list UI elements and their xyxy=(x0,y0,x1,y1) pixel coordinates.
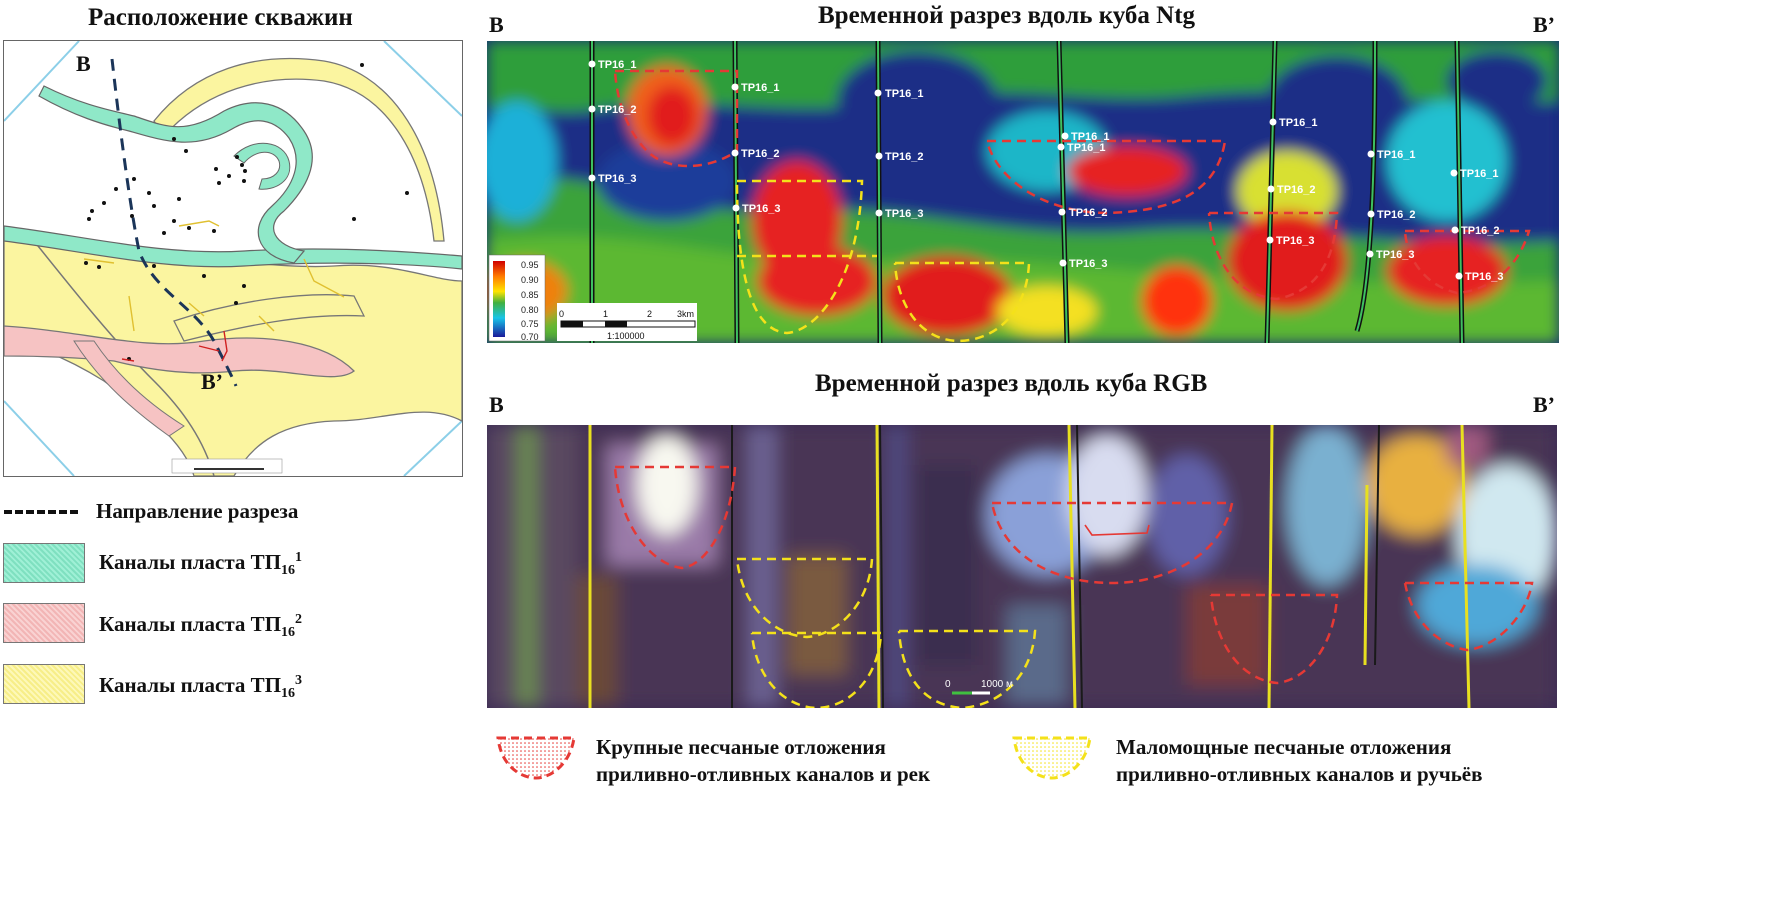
well2-marker-2: TP16_2 xyxy=(741,148,780,160)
ntg-right-label: B’ xyxy=(1533,12,1555,37)
well1-marker-3: TP16_3 xyxy=(598,173,637,185)
map-canvas xyxy=(4,41,462,476)
ntg-left-label: B xyxy=(489,12,504,37)
well7-marker-2: TP16_2 xyxy=(1461,225,1500,237)
colorbar-tick-3: 0.80 xyxy=(521,305,539,315)
rgb-left-label: B xyxy=(489,392,504,417)
scalebar-tick-0: 0 xyxy=(559,309,564,319)
well5-marker-2: TP16_2 xyxy=(1277,184,1316,196)
colorbar-tick-0: 0.95 xyxy=(521,260,539,270)
well7-marker-3: TP16_3 xyxy=(1465,271,1504,283)
thin-sand-bodies-label: Маломощные песчаные отложения приливно-от… xyxy=(1116,735,1483,786)
well3-marker-2: TP16_2 xyxy=(885,151,924,163)
well4-marker-1b: TP16_1 xyxy=(1067,142,1106,154)
scalebar-tick-1: 1 xyxy=(603,309,608,319)
colorbar-tick-5: 0.70 xyxy=(521,332,539,342)
well3-marker-1: TP16_1 xyxy=(885,88,924,100)
map-title: Расположение скважин xyxy=(88,4,353,31)
legend-direction-label: Направление разреза xyxy=(96,499,299,523)
well6-marker-1: TP16_1 xyxy=(1377,149,1416,161)
legend-swatch-tp16-1 xyxy=(3,543,85,583)
ntg-section-panel: TP16_1 TP16_2 TP16_3 TP16_1 TP16_2 TP16_… xyxy=(487,41,1559,343)
rgb-section-canvas: 0 1000 м xyxy=(487,425,1557,708)
well5-marker-1: TP16_1 xyxy=(1279,117,1318,129)
well6-marker-2: TP16_2 xyxy=(1377,209,1416,221)
legend-item-tp16-2: Каналы пласта ТП162 xyxy=(99,612,303,641)
colorbar-tick-1: 0.90 xyxy=(521,275,539,285)
map-label-start: B xyxy=(76,51,91,76)
legend-swatch-tp16-3 xyxy=(3,664,85,704)
colorbar-tick-2: 0.85 xyxy=(521,290,539,300)
well2-marker-1: TP16_1 xyxy=(741,82,780,94)
rgb-scalebar-tick-1: 1000 м xyxy=(981,679,1013,690)
thin-sand-bodies-icon xyxy=(1012,736,1092,780)
legend-swatch-tp16-2 xyxy=(3,603,85,643)
large-sand-bodies-label: Крупные песчаные отложения приливно-отлив… xyxy=(596,735,931,786)
well1-marker-2: TP16_2 xyxy=(598,104,637,116)
rgb-section-title: Временной разрез вдоль куба RGB xyxy=(815,370,1208,397)
well-location-map: B B’ xyxy=(3,40,463,477)
well1-marker-1: TP16_1 xyxy=(598,59,637,71)
rgb-right-label: B’ xyxy=(1533,392,1555,417)
well6-marker-3: TP16_3 xyxy=(1376,249,1415,261)
scalebar-tick-3: 3km xyxy=(677,309,694,319)
ntg-section-title: Временной разрез вдоль куба Ntg xyxy=(818,2,1196,29)
legend-item-tp16-3: Каналы пласта ТП163 xyxy=(99,673,303,702)
well4-marker-1a: TP16_1 xyxy=(1071,131,1110,143)
map-label-end: B’ xyxy=(201,369,223,394)
rgb-section-panel: 0 1000 м xyxy=(487,425,1557,708)
large-sand-bodies-icon xyxy=(496,736,576,780)
scalebar-tick-2: 2 xyxy=(647,309,652,319)
ntg-section-canvas: TP16_1 TP16_2 TP16_3 TP16_1 TP16_2 TP16_… xyxy=(487,41,1559,343)
well7-marker-1: TP16_1 xyxy=(1460,168,1499,180)
well4-marker-2: TP16_2 xyxy=(1069,207,1108,219)
rgb-scalebar-tick-0: 0 xyxy=(945,679,951,690)
well4-marker-3: TP16_3 xyxy=(1069,258,1108,270)
legend-item-tp16-1: Каналы пласта ТП161 xyxy=(99,550,303,579)
colorbar-tick-4: 0.75 xyxy=(521,319,539,329)
section-direction-line-icon xyxy=(4,510,78,514)
well3-marker-3: TP16_3 xyxy=(885,208,924,220)
scale-ratio: 1:100000 xyxy=(607,331,645,341)
well2-marker-3: TP16_3 xyxy=(742,203,781,215)
well5-marker-3: TP16_3 xyxy=(1276,235,1315,247)
